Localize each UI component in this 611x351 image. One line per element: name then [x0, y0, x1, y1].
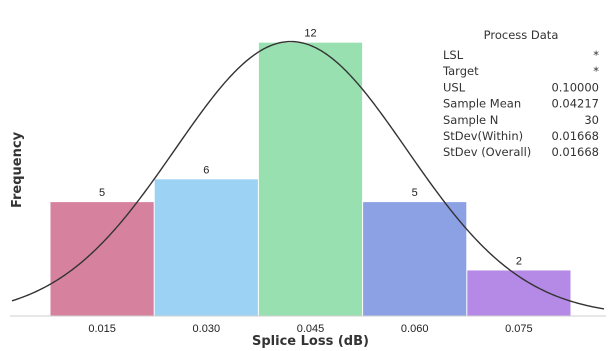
- process-data-value: 0.04217: [551, 97, 599, 111]
- data-label-0.075: 2: [516, 255, 522, 267]
- x-axis-title: Splice Loss (dB): [252, 334, 369, 349]
- x-tick-label-0.015: 0.015: [88, 323, 116, 335]
- process-data-label: StDev(Within): [443, 129, 523, 143]
- data-label-0.015: 5: [99, 187, 105, 199]
- process-data-label: Sample Mean: [443, 97, 521, 111]
- x-tick-label-0.075: 0.075: [505, 323, 533, 335]
- process-data-value: 0.10000: [551, 80, 599, 94]
- process-data-label: Sample N: [443, 113, 498, 127]
- data-label-0.030: 6: [203, 164, 209, 176]
- x-tick-label-0.030: 0.030: [193, 323, 221, 335]
- process-data-label: StDev (Overall): [443, 145, 531, 159]
- bar-0.045: [258, 42, 363, 317]
- bar-0.015: [50, 202, 154, 316]
- process-data-label: USL: [443, 80, 466, 94]
- process-data-value: *: [593, 64, 599, 78]
- x-tick-label-0.060: 0.060: [401, 323, 429, 335]
- process-data-value: *: [593, 48, 599, 62]
- x-tick-labels-group: 0.015 0.030 0.045 0.060 0.075: [88, 323, 532, 335]
- process-data-panel: Process Data LSL * Target * USL 0.10000 Sample…: [442, 28, 599, 159]
- bar-0.075: [467, 270, 571, 316]
- x-tick-label-0.045: 0.045: [297, 323, 325, 335]
- data-labels-group: 5 6 12 5 2: [99, 28, 522, 268]
- process-data-label: LSL: [443, 48, 464, 62]
- process-data-value: 0.01668: [551, 129, 599, 143]
- process-data-label: Target: [442, 64, 479, 78]
- process-data-rows: LSL * Target * USL 0.10000 Sample Mean 0.04217 S…: [442, 48, 599, 159]
- bar-0.030: [154, 179, 258, 316]
- bars-group: [50, 42, 571, 317]
- bar-0.060: [363, 202, 467, 316]
- process-data-title: Process Data: [484, 28, 559, 42]
- y-axis-title: Frequency: [10, 131, 25, 208]
- data-label-0.060: 5: [412, 187, 418, 199]
- process-data-value: 0.01668: [551, 145, 599, 159]
- process-data-value: 30: [584, 113, 599, 127]
- normal-curve-line: [11, 40, 605, 310]
- data-label-0.045: 12: [304, 28, 316, 40]
